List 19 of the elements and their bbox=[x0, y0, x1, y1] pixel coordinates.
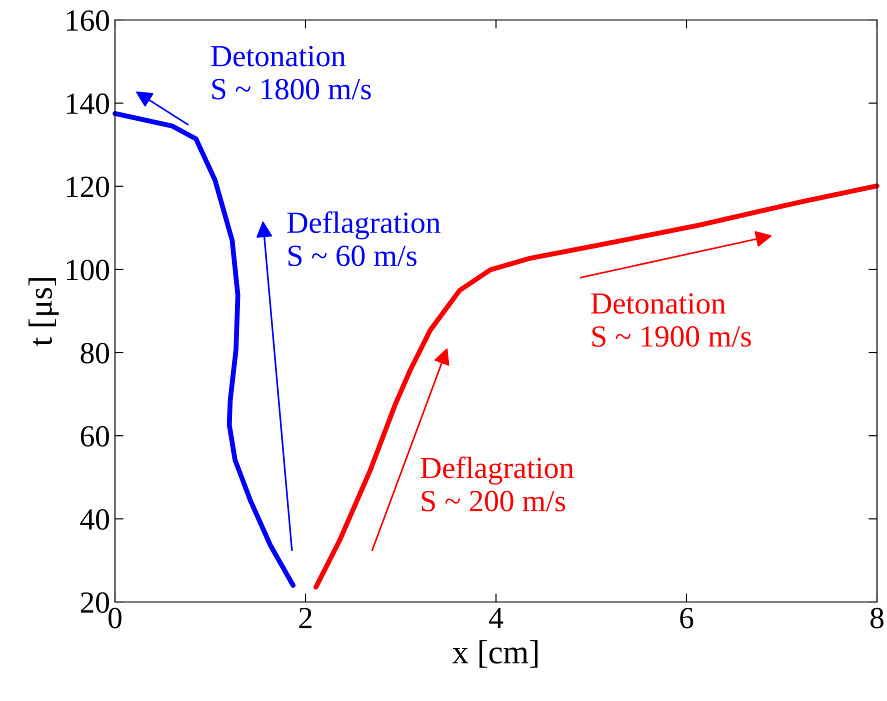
y-tick-label: 80 bbox=[80, 342, 109, 364]
y-tick-label: 160 bbox=[66, 10, 109, 31]
y-tick-label: 140 bbox=[66, 93, 109, 114]
x-tick-label: 0 bbox=[108, 608, 122, 628]
y-tick-label: 120 bbox=[66, 176, 109, 198]
y-tick-label: 60 bbox=[80, 426, 109, 447]
annotation: Deflagration S ~ 200 m/s bbox=[420, 456, 574, 512]
annotation: Detonation S ~ 1800 m/s bbox=[211, 46, 371, 100]
x-tick-label: 8 bbox=[870, 608, 884, 628]
x-tick-label: 4 bbox=[488, 608, 504, 628]
y-tick-label: 20 bbox=[80, 592, 109, 613]
y-tick-label: 40 bbox=[80, 509, 109, 530]
annotation: Deflagration S ~ 60 m/s bbox=[287, 211, 440, 266]
y-axis-title: t [μs] bbox=[28, 278, 59, 346]
x-tick-label: 6 bbox=[680, 608, 694, 628]
x-tick-label: 2 bbox=[299, 608, 312, 628]
y-tick-label: 100 bbox=[66, 260, 109, 280]
x-axis-title: x [cm] bbox=[452, 640, 538, 668]
annotation: Detonation S ~ 1900 m/s bbox=[591, 293, 751, 347]
